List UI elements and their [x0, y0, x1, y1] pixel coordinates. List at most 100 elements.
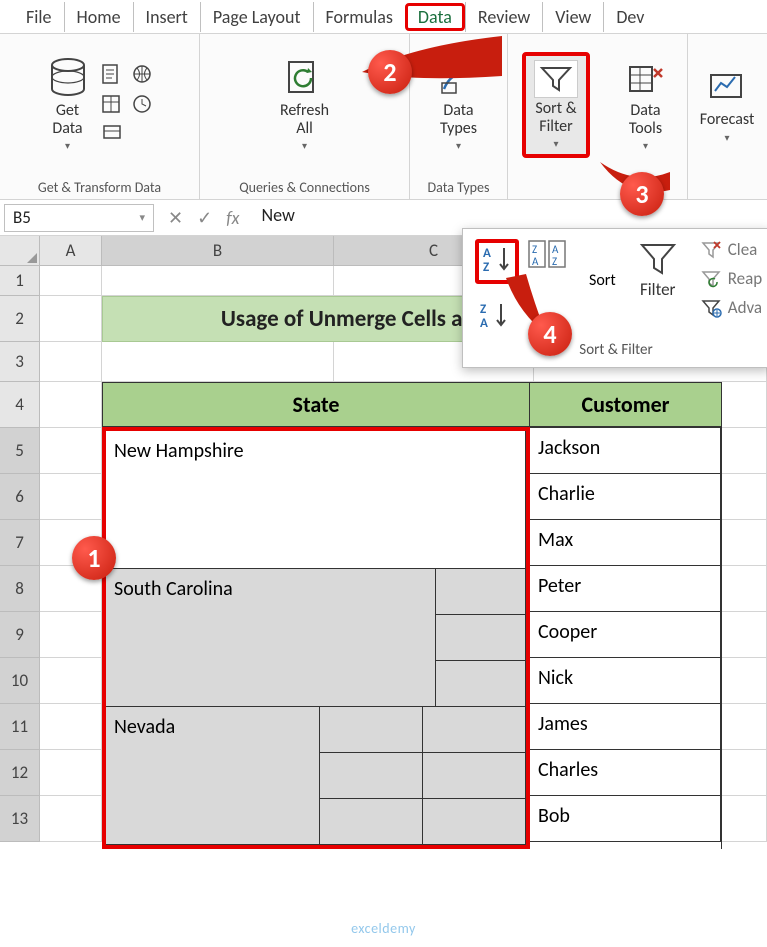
- customer-cell[interactable]: Nick: [530, 658, 721, 704]
- state-cell[interactable]: Nevada: [106, 707, 320, 845]
- ribbon-label-data-types: Data Types: [410, 176, 507, 199]
- tab-home[interactable]: Home: [64, 2, 133, 32]
- tab-data[interactable]: Data: [405, 3, 465, 31]
- tab-file[interactable]: File: [14, 2, 64, 32]
- row-header[interactable]: 13: [0, 796, 40, 842]
- tab-view[interactable]: View: [542, 2, 603, 32]
- svg-text:A: A: [532, 255, 539, 268]
- tab-developer[interactable]: Dev: [603, 2, 656, 32]
- customer-column: JacksonCharlieMaxPeterCooperNickJamesCha…: [530, 427, 722, 849]
- tab-page-layout[interactable]: Page Layout: [200, 2, 313, 32]
- state-subcell[interactable]: [436, 615, 526, 661]
- name-box-dropdown-icon[interactable]: ▾: [139, 211, 145, 224]
- clear-filter-button[interactable]: Clea: [700, 239, 762, 260]
- cell[interactable]: [40, 474, 102, 520]
- get-data-button[interactable]: Get Data ▾: [43, 56, 93, 154]
- ribbon-group-sort-filter: Sort & Filter ▾: [508, 34, 604, 199]
- svg-text:A: A: [483, 246, 491, 261]
- clear-filter-icon: [700, 240, 722, 260]
- row-header[interactable]: 1: [0, 266, 40, 296]
- select-all-corner[interactable]: [0, 236, 40, 265]
- from-table-icon[interactable]: [99, 91, 125, 117]
- state-column-selection[interactable]: New HampshireSouth CarolinaNevada: [102, 427, 530, 849]
- col-header-B[interactable]: B: [102, 236, 334, 265]
- row-header[interactable]: 5: [0, 428, 40, 474]
- row-header[interactable]: 4: [0, 382, 40, 428]
- state-subcell[interactable]: [320, 753, 423, 799]
- fx-icon[interactable]: fx: [226, 207, 239, 229]
- cell[interactable]: [40, 612, 102, 658]
- col-header-A[interactable]: A: [40, 236, 102, 265]
- svg-text:Z: Z: [480, 302, 487, 317]
- row-header[interactable]: 8: [0, 566, 40, 612]
- data-tools-label: Data Tools: [629, 102, 662, 137]
- cell[interactable]: [102, 266, 334, 296]
- database-icon: [47, 58, 89, 100]
- enter-icon[interactable]: ✓: [197, 207, 212, 229]
- row-header[interactable]: 3: [0, 342, 40, 382]
- cell[interactable]: [40, 342, 102, 382]
- state-subcell[interactable]: [423, 707, 526, 753]
- state-cell[interactable]: South Carolina: [106, 569, 436, 707]
- svg-text:Z: Z: [552, 255, 557, 268]
- cell[interactable]: [102, 342, 334, 382]
- state-subcell[interactable]: [436, 661, 526, 707]
- refresh-all-button[interactable]: Refresh All ▾: [276, 56, 333, 154]
- filter-button[interactable]: Filter: [636, 239, 680, 300]
- row-header[interactable]: 2: [0, 296, 40, 342]
- cell[interactable]: [40, 750, 102, 796]
- cell[interactable]: [40, 428, 102, 474]
- from-text-icon[interactable]: [99, 61, 125, 87]
- row-header[interactable]: 10: [0, 658, 40, 704]
- name-box-value: B5: [13, 207, 31, 228]
- customer-cell[interactable]: James: [530, 704, 721, 750]
- get-data-mini-icons: [99, 61, 157, 149]
- state-subcell[interactable]: [320, 707, 423, 753]
- forecast-button[interactable]: Forecast ▾: [696, 64, 759, 146]
- recent-sources-icon[interactable]: [129, 91, 155, 117]
- customer-cell[interactable]: Peter: [530, 566, 721, 612]
- state-subcell[interactable]: [423, 753, 526, 799]
- from-web-icon[interactable]: [129, 61, 155, 87]
- cancel-icon[interactable]: ✕: [168, 207, 183, 229]
- advanced-filter-button[interactable]: Adva: [700, 297, 762, 318]
- state-subcell[interactable]: [423, 799, 526, 845]
- row-header[interactable]: 7: [0, 520, 40, 566]
- refresh-all-label: Refresh All: [280, 102, 329, 137]
- callout-4: 4: [528, 312, 572, 356]
- customer-cell[interactable]: Bob: [530, 796, 721, 842]
- cell[interactable]: [40, 796, 102, 842]
- cell[interactable]: [40, 382, 102, 428]
- cell[interactable]: [40, 704, 102, 750]
- cell[interactable]: [40, 266, 102, 296]
- ribbon-label-forecast: [688, 176, 766, 199]
- name-box[interactable]: B5 ▾: [4, 204, 154, 232]
- existing-conn-icon[interactable]: [99, 121, 125, 147]
- ribbon-label-get-transform: Get & Transform Data: [0, 176, 199, 199]
- row-header[interactable]: 11: [0, 704, 40, 750]
- reapply-filter-button[interactable]: Reap: [700, 268, 762, 289]
- customer-cell[interactable]: Charles: [530, 750, 721, 796]
- data-types-label: Data Types: [440, 102, 477, 137]
- tab-insert[interactable]: Insert: [133, 2, 200, 32]
- state-subcell[interactable]: [436, 569, 526, 615]
- customer-cell[interactable]: Cooper: [530, 612, 721, 658]
- cell[interactable]: [40, 296, 102, 342]
- tab-review[interactable]: Review: [465, 2, 542, 32]
- advanced-icon: [700, 298, 722, 318]
- row-header[interactable]: 9: [0, 612, 40, 658]
- data-tools-button[interactable]: Data Tools ▾: [621, 56, 671, 154]
- state-cell[interactable]: New Hampshire: [106, 431, 526, 569]
- row-header[interactable]: 12: [0, 750, 40, 796]
- sort-filter-button[interactable]: Sort & Filter ▾: [522, 52, 590, 158]
- state-subcell[interactable]: [320, 799, 423, 845]
- callout-3: 3: [620, 172, 664, 216]
- clear-label: Clea: [728, 239, 758, 260]
- row-header[interactable]: 6: [0, 474, 40, 520]
- table-header-customer: Customer: [530, 382, 722, 427]
- tab-formulas[interactable]: Formulas: [313, 2, 405, 32]
- customer-cell[interactable]: Charlie: [530, 474, 721, 520]
- customer-cell[interactable]: Max: [530, 520, 721, 566]
- cell[interactable]: [40, 658, 102, 704]
- customer-cell[interactable]: Jackson: [530, 428, 721, 474]
